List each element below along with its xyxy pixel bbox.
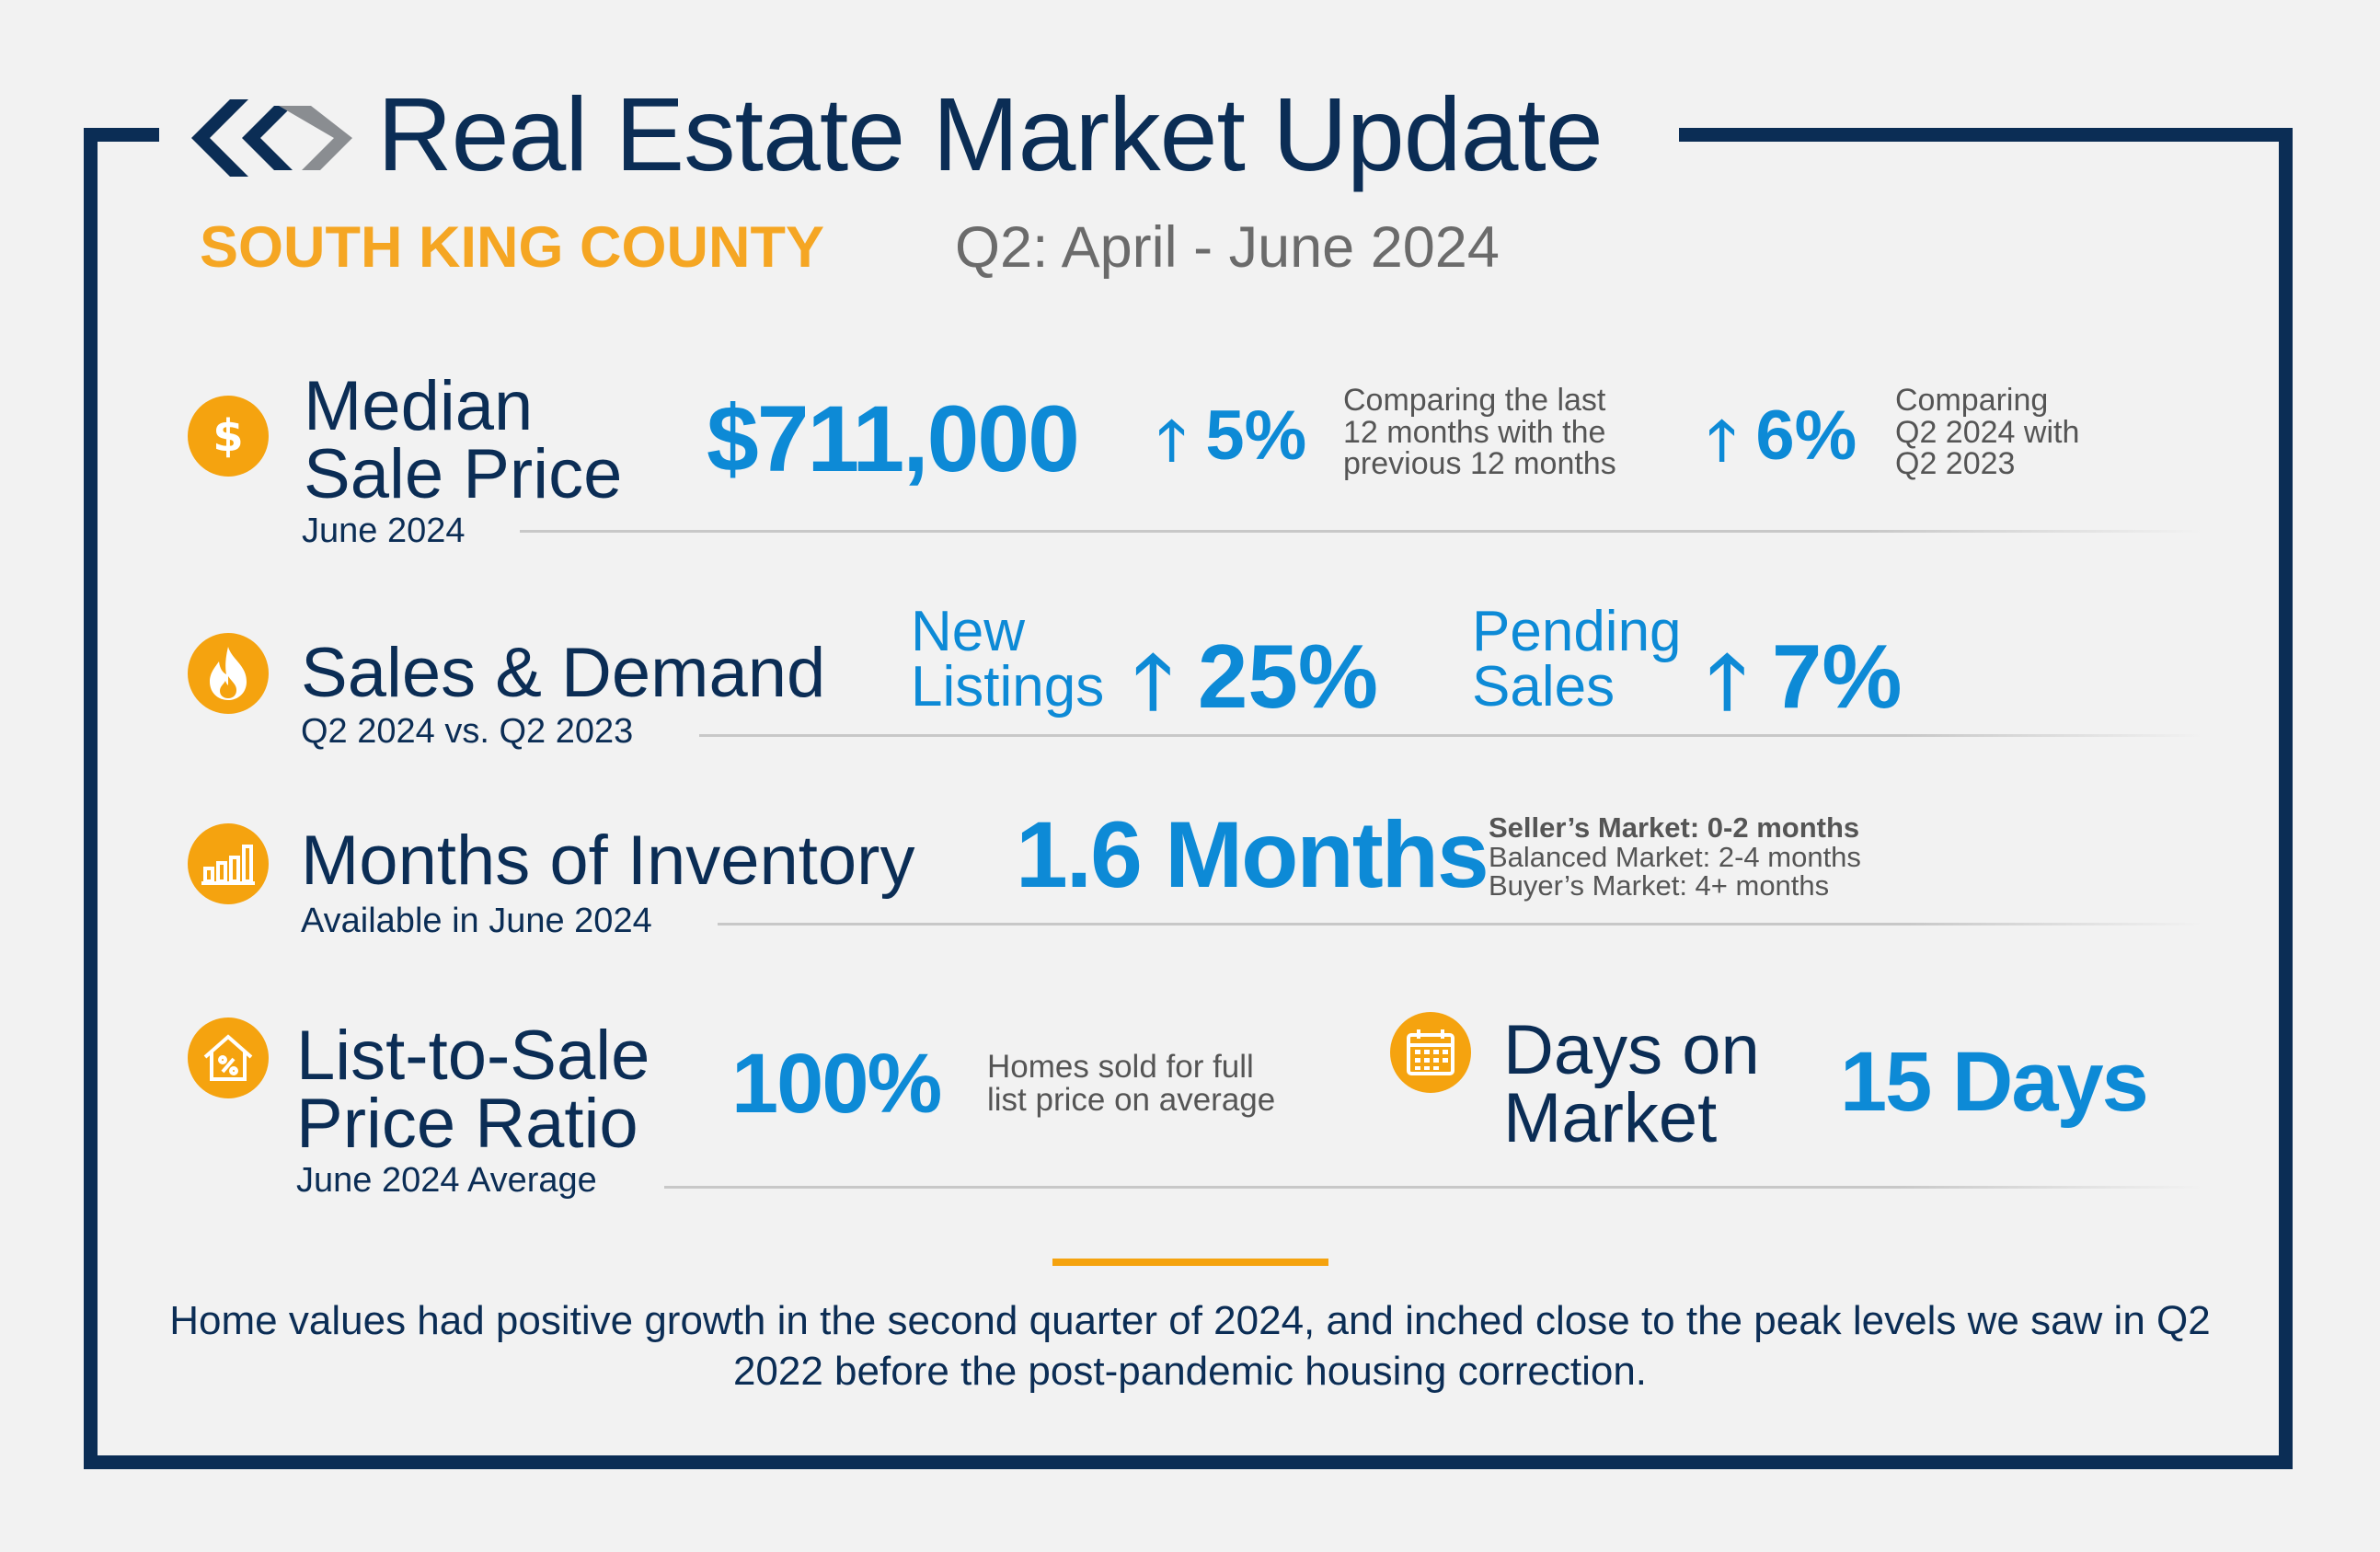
divider bbox=[699, 734, 2203, 737]
new-listings-label-2: Listings bbox=[911, 655, 1105, 719]
legend-line: Balanced Market: 2-4 months bbox=[1489, 840, 1861, 873]
ratio-label-1: List-to-Sale bbox=[296, 1017, 650, 1095]
pending-label-2: Sales bbox=[1472, 655, 1615, 719]
legend-line: Buyer’s Market: 4+ months bbox=[1489, 869, 1830, 902]
ratio-value: 100% bbox=[731, 1037, 942, 1131]
frame-bottom bbox=[84, 1455, 2293, 1469]
inventory-label: Months of Inventory bbox=[301, 822, 915, 900]
note-line: Q2 2023 bbox=[1895, 446, 2016, 482]
up-arrow-icon: 🡑 bbox=[1157, 409, 1187, 471]
median-value: $711,000 bbox=[707, 386, 1080, 491]
note-line: Q2 2024 with bbox=[1895, 414, 2080, 450]
frame-top-left bbox=[84, 128, 159, 142]
bar-chart-icon bbox=[188, 823, 269, 904]
house-percent-icon bbox=[188, 1017, 269, 1098]
median-sub: June 2024 bbox=[302, 512, 466, 550]
ratio-note: Homes sold for full list price on averag… bbox=[987, 1051, 1275, 1116]
flame-icon bbox=[188, 633, 269, 714]
pending-change: 🡑 7% bbox=[1707, 626, 1903, 727]
note-line: previous 12 months bbox=[1343, 446, 1616, 482]
svg-text:$: $ bbox=[213, 410, 243, 462]
ratio-label-2: Price Ratio bbox=[296, 1085, 638, 1163]
page-title: Real Estate Market Update bbox=[377, 76, 1604, 192]
divider bbox=[520, 530, 2203, 533]
accent-bar bbox=[1052, 1259, 1328, 1266]
inventory-sub: Available in June 2024 bbox=[301, 902, 652, 940]
legend-line: Seller’s Market: 0-2 months bbox=[1489, 811, 1860, 844]
region-label: SOUTH KING COUNTY bbox=[200, 215, 825, 280]
divider bbox=[664, 1186, 2203, 1189]
note-line: Homes sold for full bbox=[987, 1049, 1254, 1085]
frame-left bbox=[84, 128, 98, 1468]
brand-logo bbox=[191, 99, 352, 177]
note-line: list price on average bbox=[987, 1081, 1276, 1118]
new-listings-change: 🡑 25% bbox=[1133, 626, 1379, 727]
median-label-1: Median bbox=[304, 367, 534, 445]
dom-value: 15 Days bbox=[1840, 1035, 2149, 1129]
period-label: Q2: April - June 2024 bbox=[955, 215, 1500, 280]
divider bbox=[718, 923, 2203, 925]
calendar-icon bbox=[1390, 1012, 1471, 1093]
up-arrow-icon: 🡑 bbox=[1133, 640, 1173, 724]
ratio-sub: June 2024 Average bbox=[296, 1161, 597, 1200]
frame-top-right bbox=[1679, 128, 2293, 142]
median-label-2: Sale Price bbox=[304, 435, 623, 513]
pending-label-1: Pending bbox=[1472, 600, 1682, 663]
note-line: 12 months with the bbox=[1343, 414, 1606, 450]
inventory-value: 1.6 Months bbox=[1016, 802, 1489, 907]
median-change-1: 🡑 5% bbox=[1157, 397, 1307, 475]
note-line: Comparing bbox=[1895, 383, 2049, 418]
up-arrow-icon: 🡑 bbox=[1707, 640, 1747, 724]
dom-label-1: Days on bbox=[1503, 1011, 1760, 1089]
sales-sub: Q2 2024 vs. Q2 2023 bbox=[301, 712, 634, 751]
sales-label: Sales & Demand bbox=[301, 634, 826, 712]
frame-right bbox=[2279, 128, 2293, 1468]
note-line: Comparing the last bbox=[1343, 383, 1606, 418]
up-arrow-icon: 🡑 bbox=[1707, 409, 1737, 471]
median-note-2: Comparing Q2 2024 with Q2 2023 bbox=[1895, 385, 2079, 480]
median-change-2: 🡑 6% bbox=[1707, 397, 1857, 475]
dom-label-2: Market bbox=[1503, 1079, 1718, 1157]
inventory-legend: Seller’s Market: 0-2 months Balanced Mar… bbox=[1489, 813, 1861, 901]
dollar-icon: $ bbox=[188, 396, 269, 477]
new-listings-label-1: New bbox=[911, 600, 1026, 663]
summary-text: Home values had positive growth in the s… bbox=[169, 1298, 2211, 1394]
median-note-1: Comparing the last 12 months with the pr… bbox=[1343, 385, 1616, 480]
